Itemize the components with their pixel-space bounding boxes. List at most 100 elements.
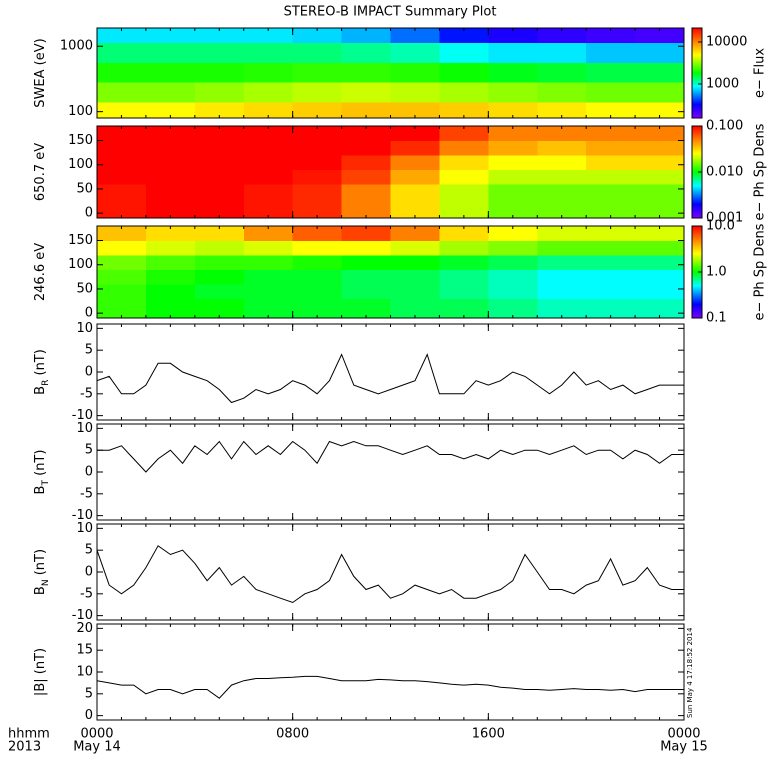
heat-cell: [390, 198, 440, 218]
heat-cell: [194, 298, 245, 318]
heat-cell: [145, 198, 196, 218]
heat-cell: [390, 169, 440, 185]
heat-cell: [341, 140, 391, 156]
heat-cell: [97, 184, 147, 200]
heat-cell: [145, 140, 196, 156]
y-axis-label: BR (nT): [33, 349, 51, 395]
heat-cell: [243, 126, 294, 142]
heat-cell: [243, 284, 294, 300]
heat-cell: [390, 226, 440, 242]
panel-frame: [96, 323, 685, 421]
heat-cell: [586, 82, 636, 103]
heat-cell: [537, 298, 587, 318]
heat-cell: [390, 184, 440, 200]
heat-cell: [292, 298, 343, 318]
heat-cell: [586, 126, 636, 142]
heat-cell: [586, 240, 636, 256]
data-line: [97, 440, 684, 473]
y-axis-label-sub: N: [41, 579, 51, 586]
y-tick-label: 5: [85, 686, 93, 701]
heat-cell: [635, 198, 684, 218]
y-axis-label: |B| (nT): [33, 648, 48, 696]
heat-cell: [194, 169, 245, 185]
heat-cell: [537, 140, 587, 156]
heat-cell: [243, 198, 294, 218]
heat-cell: [194, 62, 245, 83]
heat-cell: [439, 155, 489, 171]
y-tick-label: 5: [85, 343, 93, 358]
timestamp: Sun May 4 17:18:52 2014: [686, 627, 694, 718]
year-label: 2013: [8, 740, 41, 755]
heat-cell: [488, 255, 538, 271]
heat-cell: [390, 284, 440, 300]
heat-cell: [586, 255, 636, 271]
heat-cell: [586, 62, 636, 83]
x-tick-label: 0800: [276, 727, 309, 742]
heat-cell: [194, 126, 245, 142]
heat-cell: [390, 62, 440, 83]
y-tick-label: -10: [72, 408, 93, 423]
heat-cell: [292, 82, 343, 103]
colorbar-tick-label: 0.010: [706, 165, 743, 180]
heat-cell: [537, 240, 587, 256]
colorbar-label: e− Ph Sp Dens: [753, 123, 768, 220]
y-axis-label-text: 650.7 eV: [33, 143, 48, 201]
heat-cell: [341, 298, 391, 318]
heat-cell: [586, 28, 636, 44]
heat-cell: [635, 42, 684, 63]
heat-cell: [341, 82, 391, 103]
heat-cell: [635, 28, 684, 44]
heat-cell: [488, 184, 538, 200]
y-tick-label: 0: [85, 206, 93, 221]
y-axis-label-text: |B| (nT): [33, 648, 48, 696]
heat-cell: [341, 169, 391, 185]
heat-cell: [194, 42, 245, 63]
colorbar-label: e− Ph Sp Dens: [753, 223, 768, 320]
y-axis-label: BN (nT): [33, 549, 51, 595]
heat-cell: [439, 62, 489, 83]
y-axis-label: BT (nT): [33, 450, 51, 495]
y-tick-label: 0: [85, 708, 93, 723]
heat-cell: [341, 62, 391, 83]
y-axis-label-unit: (nT): [33, 450, 48, 480]
panel-5: [97, 545, 684, 604]
y-axis-label-sub: R: [41, 380, 51, 386]
heat-cell: [439, 126, 489, 142]
heat-cell: [439, 82, 489, 103]
heat-cell: [390, 255, 440, 271]
heat-cell: [635, 269, 684, 285]
y-tick-label: 50: [76, 281, 93, 296]
heat-cell: [292, 184, 343, 200]
y-axis-label: 246.6 eV: [33, 243, 48, 301]
heat-cell: [439, 198, 489, 218]
colorbar-tick-label: 10000: [706, 34, 747, 49]
data-line: [97, 675, 684, 699]
heat-cell: [635, 126, 684, 142]
heat-cell: [194, 101, 245, 118]
panel-3: [97, 353, 684, 404]
y-tick-label: -10: [72, 508, 93, 523]
panel-frame: [96, 523, 685, 621]
data-line: [97, 353, 684, 404]
heat-cell: [488, 284, 538, 300]
y-tick-label: 10: [76, 421, 93, 436]
heat-cell: [97, 42, 147, 63]
time-format-label: hhmm: [8, 727, 50, 742]
y-axis-label: 650.7 eV: [33, 143, 48, 201]
heat-cell: [97, 255, 147, 271]
colorbar: [691, 27, 703, 119]
heat-cell: [243, 140, 294, 156]
heat-cell: [145, 42, 196, 63]
heat-cell: [97, 169, 147, 185]
y-axis-label-unit: (nT): [33, 549, 48, 579]
heat-cell: [488, 226, 538, 242]
y-axis-label: SWEA (eV): [33, 38, 48, 107]
heat-cell: [292, 126, 343, 142]
plot-title: STEREO-B IMPACT Summary Plot: [284, 5, 497, 20]
heat-cell: [243, 184, 294, 200]
data-line: [97, 545, 684, 604]
y-tick-label: -5: [80, 486, 93, 501]
heat-cell: [292, 198, 343, 218]
heat-cell: [635, 169, 684, 185]
